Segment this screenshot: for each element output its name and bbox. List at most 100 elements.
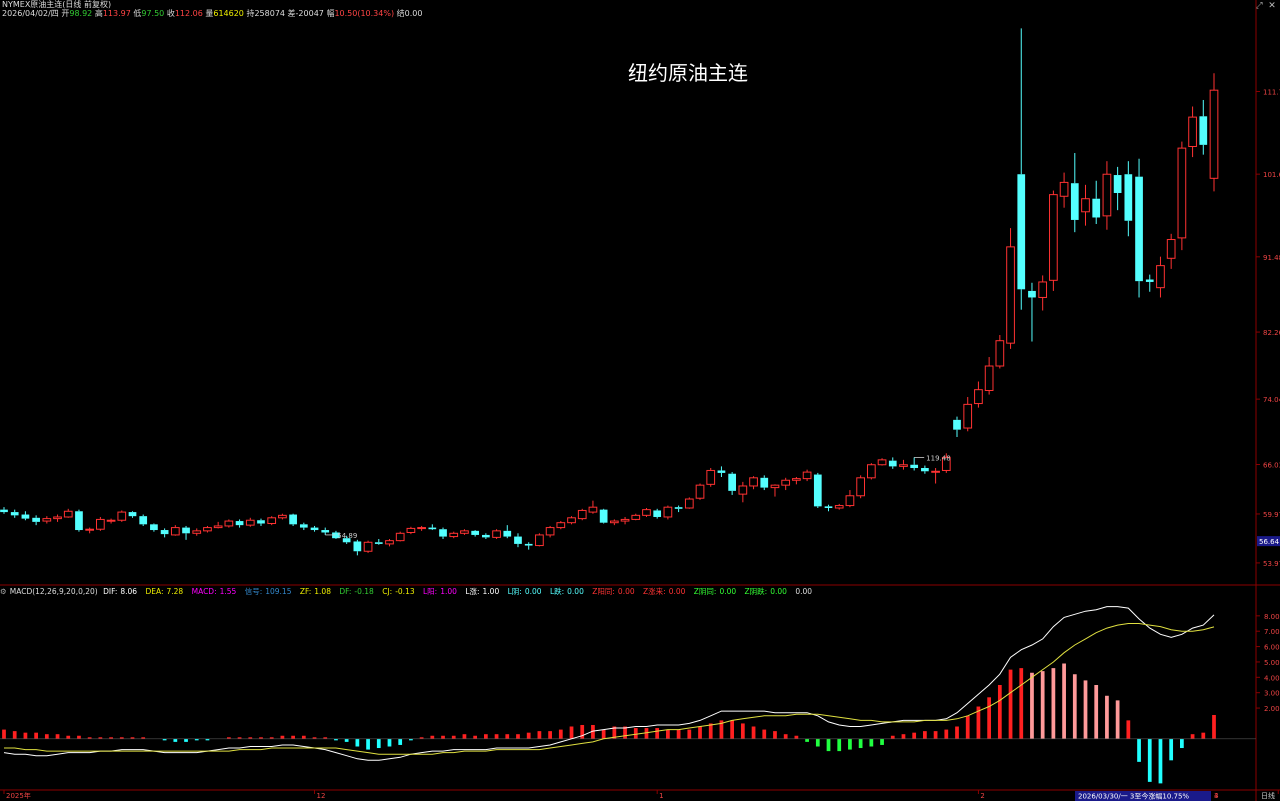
candle-body xyxy=(545,527,555,536)
time-tick-label: 4 xyxy=(1214,792,1219,800)
window-zoom-icon[interactable]: ⤢ xyxy=(1255,1,1263,11)
candle xyxy=(363,540,373,553)
candle xyxy=(974,381,983,408)
candle xyxy=(599,508,608,524)
macd-lup: 1.00 xyxy=(482,587,500,596)
macd-z5: 0.00 xyxy=(795,587,813,596)
candle xyxy=(439,527,447,540)
candle xyxy=(931,468,940,484)
candle xyxy=(85,527,95,534)
candle xyxy=(1038,275,1048,311)
candle xyxy=(738,481,748,503)
candle-body xyxy=(535,534,544,547)
candle-body xyxy=(213,525,223,529)
candle-body xyxy=(75,511,83,531)
macd-zgr: 0.00 xyxy=(719,587,737,596)
price-tick-label: 82.26 xyxy=(1263,329,1280,337)
candle xyxy=(1102,161,1112,230)
candle xyxy=(588,500,598,514)
candle xyxy=(353,539,362,556)
candle xyxy=(1156,256,1165,298)
candle xyxy=(663,505,673,520)
candle-body xyxy=(663,506,673,518)
price-tick-label: 59.97 xyxy=(1263,511,1280,519)
candle xyxy=(963,397,973,432)
candle-body xyxy=(984,365,994,391)
candle-body xyxy=(1166,239,1176,259)
candle-body xyxy=(170,527,180,536)
window-close-icon[interactable]: ✕ xyxy=(1268,1,1276,11)
candle-body xyxy=(460,530,469,534)
candle xyxy=(728,472,736,495)
candle-body xyxy=(96,518,105,530)
candle-body xyxy=(1102,173,1112,217)
quote-change: 10.50(10.34%) xyxy=(334,9,395,18)
candle xyxy=(1006,228,1015,349)
candle xyxy=(653,508,662,519)
candle-body xyxy=(224,520,234,527)
macd-tick-label: 7.00 xyxy=(1264,628,1280,636)
candle-body xyxy=(524,543,533,546)
candle-body xyxy=(877,459,887,466)
candle xyxy=(1124,161,1133,237)
quote-high: 113.97 xyxy=(102,9,131,18)
candle-body xyxy=(1081,198,1090,213)
candle-body xyxy=(770,484,780,489)
macd-value: 1.55 xyxy=(219,587,237,596)
current-price-box xyxy=(1257,536,1280,547)
candle-body xyxy=(278,514,287,519)
macd-dea: 7.28 xyxy=(166,587,184,596)
macd-lgr: 0.00 xyxy=(524,587,542,596)
candle xyxy=(899,459,908,470)
candle-body xyxy=(332,532,340,539)
candle-body xyxy=(674,507,683,509)
candle xyxy=(1166,233,1176,269)
candle-body xyxy=(482,534,490,538)
candle xyxy=(1017,28,1026,310)
candle-body xyxy=(717,470,726,473)
quote-open: 98.92 xyxy=(69,9,93,18)
macd-tick-label: 4.00 xyxy=(1264,674,1280,682)
macd-ldn: 0.00 xyxy=(567,587,584,596)
candle xyxy=(1070,153,1079,233)
candle xyxy=(1059,172,1069,208)
macd-dif: 8.06 xyxy=(120,587,138,596)
candle xyxy=(406,526,416,535)
candle xyxy=(921,465,929,474)
candle-body xyxy=(10,512,19,516)
candle xyxy=(53,514,62,522)
candle xyxy=(170,525,180,536)
candle-body xyxy=(514,536,522,544)
candle-body xyxy=(0,509,8,513)
candle-body xyxy=(42,518,52,522)
candle-body xyxy=(728,473,736,491)
time-tick-label: 3 xyxy=(1214,792,1218,800)
candle xyxy=(1049,190,1058,291)
candle-body xyxy=(1135,176,1143,282)
macd-tick-label: 2.00 xyxy=(1264,705,1280,713)
macd-signal: 109.15 xyxy=(265,587,292,596)
candle-body xyxy=(117,511,127,521)
candle-body xyxy=(738,485,748,495)
candle-body xyxy=(310,527,319,531)
candle-body xyxy=(257,520,265,524)
candle xyxy=(770,484,780,497)
price-axis: 111.74 101.61 91.48 82.26 74.04 66.03 59.97 53.… xyxy=(1256,88,1280,568)
candle xyxy=(609,519,619,526)
candle-body xyxy=(32,517,40,522)
candle xyxy=(492,529,501,540)
candle xyxy=(877,458,887,466)
candle-body xyxy=(1049,194,1058,281)
price-tick-label: 74.04 xyxy=(1263,396,1280,404)
macd-legend-icon[interactable]: ⚙ xyxy=(0,587,7,596)
macd-tick-label: 5.00 xyxy=(1264,659,1280,667)
quote-date: 2026/04/02/四 xyxy=(2,9,59,18)
candle-body xyxy=(503,530,512,537)
candle-body xyxy=(577,509,587,520)
candle-body xyxy=(1006,246,1015,344)
candle xyxy=(1145,274,1154,292)
candle xyxy=(631,513,641,521)
candle xyxy=(395,531,405,542)
